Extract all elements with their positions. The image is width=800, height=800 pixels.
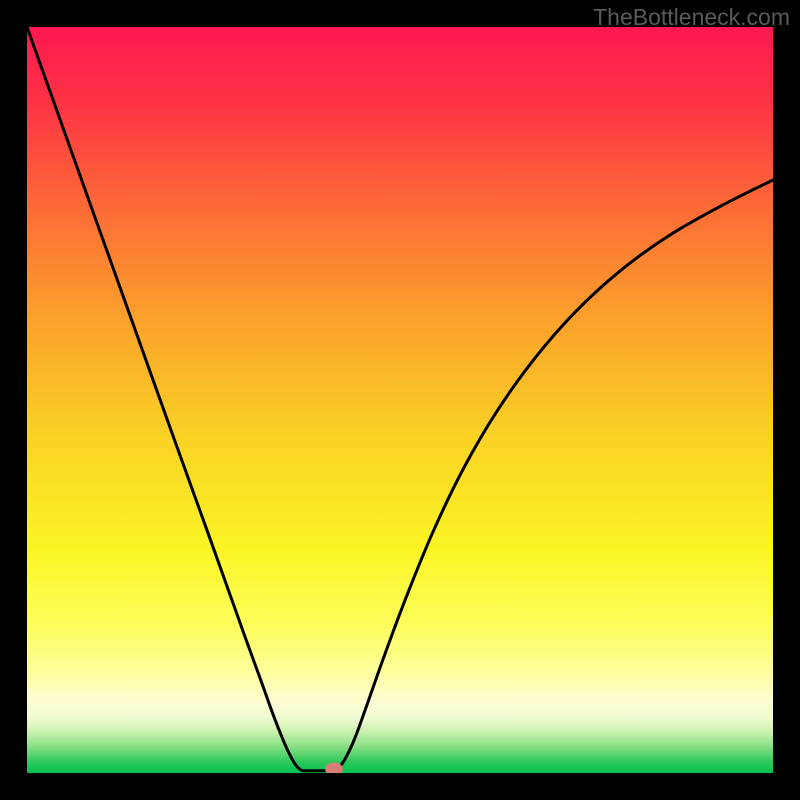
bottleneck-curve-path (27, 27, 773, 771)
optimal-point-marker (325, 763, 343, 773)
plot-area (27, 27, 773, 773)
bottleneck-curve-svg (27, 27, 773, 773)
watermark-text: TheBottleneck.com (593, 4, 790, 31)
